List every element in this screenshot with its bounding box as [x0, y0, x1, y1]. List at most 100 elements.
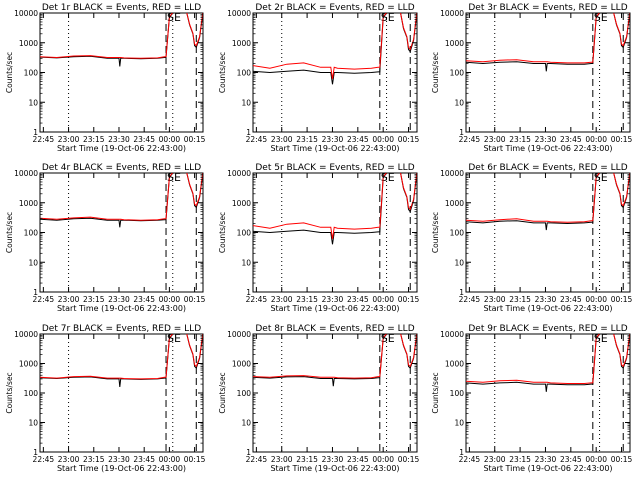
x-tick-label: 23:15 [296, 295, 318, 304]
y-tick-label: 10 [454, 98, 464, 107]
y-tick-label: 1 [459, 448, 464, 457]
y-axis-label: Counts/sec [218, 52, 227, 93]
x-tick-label: 23:45 [133, 295, 155, 304]
x-tick-label: 23:15 [83, 455, 105, 464]
x-tick-label: 23:30 [322, 295, 344, 304]
x-tick-label: 22:45 [246, 295, 268, 304]
x-axis-label: Start Time (19-Oct-06 22:43:00) [270, 304, 399, 313]
x-tick-label: 23:30 [322, 135, 344, 144]
x-tick-label: 23:45 [560, 295, 582, 304]
y-tick-label: 1000 [19, 360, 38, 369]
y-tick-label: 10 [454, 419, 464, 428]
x-tick-label: 23:45 [560, 455, 582, 464]
plot-frame [39, 12, 204, 133]
chart-panel-2: SE 1 10 100 1000 10000 22:45 23:00 23:15 23:30 23:… [218, 3, 420, 153]
x-tick-label: 23:30 [108, 135, 130, 144]
x-tick-label: 23:30 [535, 135, 557, 144]
chart-panel-4: SE 1 10 100 1000 10000 22:45 23:00 23:15 23:30 23:… [5, 163, 206, 313]
x-tick-label: 23:00 [58, 455, 80, 464]
x-axis-label: Start Time (19-Oct-06 22:43:00) [270, 144, 399, 153]
y-tick-label: 10000 [227, 9, 251, 18]
y-tick-label: 10 [28, 419, 38, 428]
y-tick-label: 10000 [227, 169, 251, 178]
x-tick-label: 23:45 [347, 295, 369, 304]
y-tick-label: 100 [237, 389, 252, 398]
x-tick-label: 23:00 [58, 295, 80, 304]
x-tick-label: 23:00 [484, 295, 506, 304]
x-tick-label: 00:15 [398, 295, 420, 304]
x-tick-label: 00:15 [184, 135, 206, 144]
x-tick-label: 23:00 [271, 455, 293, 464]
x-tick-label: 23:30 [322, 455, 344, 464]
x-tick-label: 00:15 [398, 135, 420, 144]
y-tick-label: 1 [33, 448, 38, 457]
x-tick-label: 00:00 [585, 135, 607, 144]
panel-title: Det 3r BLACK = Events, RED = LLD [468, 3, 627, 13]
y-tick-label: 1 [246, 448, 251, 457]
series-line-lld [466, 173, 630, 223]
series-line-lld [253, 334, 417, 379]
x-tick-label: 00:00 [159, 455, 181, 464]
chart-panel-1: SE 1 10 100 1000 10000 22:45 23:00 23:15 23:30 23:… [5, 3, 206, 153]
y-tick-label: 10 [241, 419, 251, 428]
y-axis-label: Counts/sec [218, 212, 227, 253]
y-tick-label: 1000 [19, 199, 38, 208]
y-tick-label: 10000 [227, 330, 251, 339]
x-tick-label: 23:15 [509, 135, 531, 144]
plot-frame [252, 333, 418, 453]
marker-label: SE [167, 332, 181, 345]
y-axis-label: Counts/sec [431, 212, 440, 253]
chart-panel-3: SE 1 10 100 1000 10000 22:45 23:00 23:15 23:30 23:… [431, 3, 633, 153]
x-tick-label: 00:15 [184, 455, 206, 464]
plot-frame [465, 333, 631, 453]
x-tick-label: 22:45 [33, 295, 55, 304]
x-axis-label: Start Time (19-Oct-06 22:43:00) [483, 304, 612, 313]
x-axis-label: Start Time (19-Oct-06 22:43:00) [483, 144, 612, 153]
x-tick-label: 23:15 [83, 295, 105, 304]
series-line-lld [40, 334, 203, 380]
x-tick-label: 00:15 [611, 135, 633, 144]
y-tick-label: 1000 [232, 360, 251, 369]
y-tick-label: 100 [24, 69, 39, 78]
y-tick-label: 1000 [445, 360, 464, 369]
x-tick-label: 23:30 [108, 295, 130, 304]
panel-title: Det 5r BLACK = Events, RED = LLD [255, 163, 414, 173]
y-axis-label: Counts/sec [431, 52, 440, 93]
x-tick-label: 22:45 [459, 135, 481, 144]
y-tick-label: 100 [450, 389, 465, 398]
y-tick-label: 10000 [440, 330, 464, 339]
y-tick-label: 10 [28, 258, 38, 267]
x-tick-label: 00:00 [585, 455, 607, 464]
y-tick-label: 10 [28, 98, 38, 107]
x-tick-label: 00:15 [398, 455, 420, 464]
x-tick-label: 00:00 [372, 455, 394, 464]
x-tick-label: 22:45 [246, 135, 268, 144]
x-tick-label: 23:00 [484, 135, 506, 144]
x-tick-label: 00:15 [611, 295, 633, 304]
x-tick-label: 22:45 [246, 455, 268, 464]
plot-frame [465, 12, 631, 133]
y-tick-label: 1 [459, 128, 464, 137]
series-line-lld [40, 173, 203, 221]
marker-label: SE [381, 171, 395, 184]
x-tick-label: 23:15 [296, 455, 318, 464]
y-tick-label: 1000 [445, 39, 464, 48]
y-tick-label: 100 [450, 229, 465, 238]
x-tick-label: 23:15 [296, 135, 318, 144]
x-tick-label: 23:15 [83, 135, 105, 144]
x-tick-label: 23:30 [535, 455, 557, 464]
x-tick-label: 22:45 [33, 135, 55, 144]
x-axis-label: Start Time (19-Oct-06 22:43:00) [483, 464, 612, 473]
x-tick-label: 23:15 [509, 455, 531, 464]
series-line-lld [40, 13, 203, 59]
x-tick-label: 00:15 [611, 455, 633, 464]
y-tick-label: 100 [450, 69, 465, 78]
y-tick-label: 10000 [14, 330, 38, 339]
marker-label: SE [594, 171, 608, 184]
y-axis-label: Counts/sec [5, 52, 14, 93]
y-tick-label: 100 [24, 389, 39, 398]
marker-label: SE [167, 11, 181, 24]
panel-title: Det 8r BLACK = Events, RED = LLD [255, 324, 414, 334]
plot-frame [39, 172, 204, 293]
